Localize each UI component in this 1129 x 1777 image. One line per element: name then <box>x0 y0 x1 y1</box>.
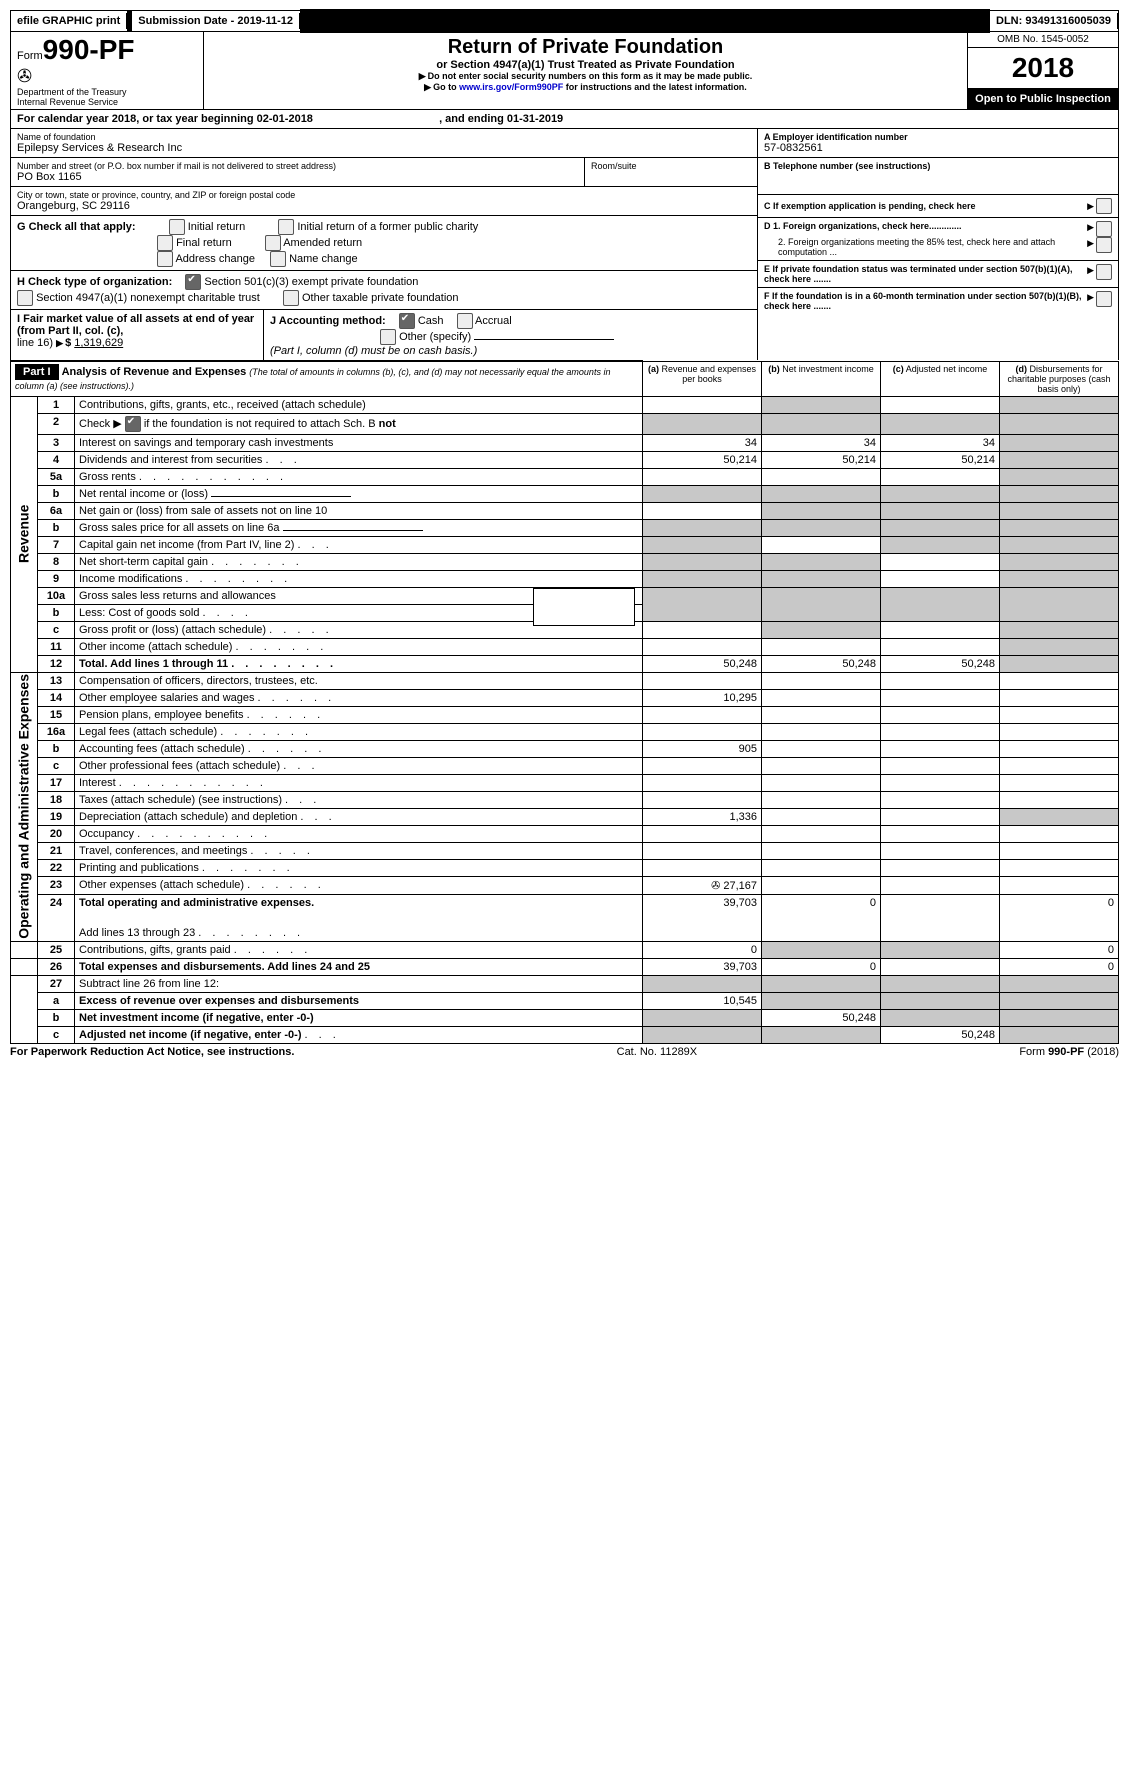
city: Orangeburg, SC 29116 <box>17 200 751 212</box>
efile-label: efile GRAPHIC print <box>11 13 127 29</box>
footer-right: Form 990-PF (2018) <box>1019 1046 1119 1058</box>
dept2: Internal Revenue Service <box>17 97 197 107</box>
irs-link[interactable]: www.irs.gov/Form990PF <box>459 82 563 92</box>
name-label: Name of foundation <box>17 132 751 142</box>
dept1: Department of the Treasury <box>17 87 197 97</box>
chk-schb[interactable] <box>125 416 141 432</box>
expenses-label: Operating and Administrative Expenses <box>11 672 38 942</box>
footer-mid: Cat. No. 11289X <box>617 1046 698 1058</box>
form-number: Form990-PF <box>17 34 197 66</box>
dln: DLN: 93491316005039 <box>990 13 1118 29</box>
tax-year: 2018 <box>968 48 1118 89</box>
calendar-year: For calendar year 2018, or tax year begi… <box>10 110 1119 129</box>
top-bar: efile GRAPHIC print Submission Date - 20… <box>10 10 1119 32</box>
chk-4947[interactable] <box>17 290 33 306</box>
part1-table: Part I Analysis of Revenue and Expenses … <box>10 360 1119 1044</box>
form-center: Return of Private Foundation or Section … <box>204 32 967 109</box>
footer: For Paperwork Reduction Act Notice, see … <box>10 1044 1119 1058</box>
chk-d2[interactable] <box>1096 237 1112 253</box>
attach-icon[interactable]: ✇ <box>711 880 720 892</box>
fmv-value: 1,319,629 <box>74 337 123 349</box>
open-inspection: Open to Public Inspection <box>968 89 1118 109</box>
chk-amended[interactable] <box>265 235 281 251</box>
omb: OMB No. 1545-0052 <box>968 32 1118 48</box>
f-label: F If the foundation is in a 60-month ter… <box>764 291 1087 311</box>
chk-other-method[interactable] <box>380 329 396 345</box>
form-left: Form990-PF ✇ Department of the Treasury … <box>11 32 204 109</box>
city-label: City or town, state or province, country… <box>17 190 751 200</box>
part1-title: Analysis of Revenue and Expenses <box>62 366 247 378</box>
identity-block: Name of foundation Epilepsy Services & R… <box>10 129 1119 360</box>
chk-f[interactable] <box>1096 291 1112 307</box>
addr: PO Box 1165 <box>17 171 578 183</box>
c-label: C If exemption application is pending, c… <box>764 201 1087 211</box>
b-label: B Telephone number (see instructions) <box>764 161 1112 171</box>
form-subtitle: or Section 4947(a)(1) Trust Treated as P… <box>208 59 963 71</box>
chk-final[interactable] <box>157 235 173 251</box>
submission-date: Submission Date - 2019-11-12 <box>132 13 300 29</box>
chk-501c3[interactable] <box>185 274 201 290</box>
form-header: Form990-PF ✇ Department of the Treasury … <box>10 32 1119 110</box>
check-g: G Check all that apply: Initial return I… <box>11 216 757 271</box>
form-right: OMB No. 1545-0052 2018 Open to Public In… <box>967 32 1118 109</box>
chk-other-tax[interactable] <box>283 290 299 306</box>
chk-name[interactable] <box>270 251 286 267</box>
form-warn: Do not enter social security numbers on … <box>208 71 963 82</box>
addr-label: Number and street (or P.O. box number if… <box>17 161 578 171</box>
foundation-name: Epilepsy Services & Research Inc <box>17 142 751 154</box>
room-label: Room/suite <box>591 161 751 171</box>
revenue-label: Revenue <box>11 396 38 672</box>
d1-label: D 1. Foreign organizations, check here..… <box>764 221 1087 237</box>
chk-accrual[interactable] <box>457 313 473 329</box>
chk-address[interactable] <box>157 251 173 267</box>
part1-tag: Part I <box>15 364 59 380</box>
footer-left: For Paperwork Reduction Act Notice, see … <box>10 1046 294 1058</box>
chk-initial[interactable] <box>169 219 185 235</box>
check-h: H Check type of organization: Section 50… <box>11 271 757 310</box>
sep-grow <box>300 9 990 33</box>
chk-e[interactable] <box>1096 264 1112 280</box>
chk-cash[interactable] <box>399 313 415 329</box>
chk-d1[interactable] <box>1096 221 1112 237</box>
form-title: Return of Private Foundation <box>208 36 963 59</box>
chk-initial-former[interactable] <box>278 219 294 235</box>
sec-j: J Accounting method: Cash Accrual Other … <box>264 310 757 360</box>
chk-c[interactable] <box>1096 198 1112 214</box>
sec-i: I Fair market value of all assets at end… <box>11 310 264 360</box>
a-label: A Employer identification number <box>764 132 1112 142</box>
e-label: E If private foundation status was termi… <box>764 264 1087 284</box>
ein: 57-0832561 <box>764 142 1112 154</box>
form-goto: Go to www.irs.gov/Form990PF for instruct… <box>208 82 963 93</box>
d2-label: 2. Foreign organizations meeting the 85%… <box>764 237 1087 257</box>
